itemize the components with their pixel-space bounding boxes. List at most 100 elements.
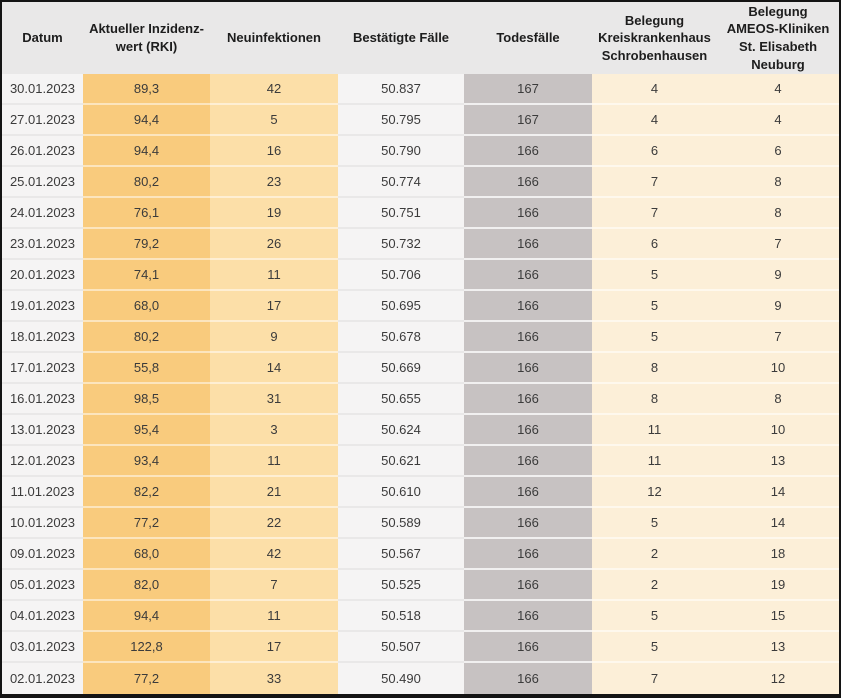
hospital-ameos-cell: 4 — [717, 105, 839, 136]
hospital-schrobenhausen-cell: 7 — [592, 198, 717, 229]
hospital-schrobenhausen-cell: 2 — [592, 539, 717, 570]
hospital-schrobenhausen-cell: 5 — [592, 260, 717, 291]
new-infections-cell: 11 — [210, 601, 338, 632]
incidence-cell: 68,0 — [83, 291, 210, 322]
new-infections-cell: 11 — [210, 446, 338, 477]
table-row: 17.01.2023 55,8 14 50.669 166 8 10 — [2, 353, 839, 384]
date-cell: 04.01.2023 — [2, 601, 83, 632]
confirmed-cases-cell: 50.567 — [338, 539, 464, 570]
column-header-inzidenzwert: Aktueller Inzidenz- wert (RKI) — [83, 2, 210, 74]
incidence-cell: 122,8 — [83, 632, 210, 663]
table-row: 02.01.2023 77,2 33 50.490 166 7 12 — [2, 663, 839, 694]
hospital-schrobenhausen-cell: 12 — [592, 477, 717, 508]
incidence-cell: 94,4 — [83, 105, 210, 136]
confirmed-cases-cell: 50.610 — [338, 477, 464, 508]
new-infections-cell: 3 — [210, 415, 338, 446]
new-infections-cell: 22 — [210, 508, 338, 539]
confirmed-cases-cell: 50.790 — [338, 136, 464, 167]
table-row: 13.01.2023 95,4 3 50.624 166 11 10 — [2, 415, 839, 446]
confirmed-cases-cell: 50.507 — [338, 632, 464, 663]
table-row: 25.01.2023 80,2 23 50.774 166 7 8 — [2, 167, 839, 198]
table-row: 10.01.2023 77,2 22 50.589 166 5 14 — [2, 508, 839, 539]
deaths-cell: 166 — [464, 415, 592, 446]
column-header-bestaetigte-faelle: Bestätigte Fälle — [338, 2, 464, 74]
hospital-ameos-cell: 14 — [717, 477, 839, 508]
new-infections-cell: 19 — [210, 198, 338, 229]
incidence-cell: 89,3 — [83, 74, 210, 105]
column-header-datum: Datum — [2, 2, 83, 74]
incidence-cell: 82,0 — [83, 570, 210, 601]
hospital-ameos-cell: 18 — [717, 539, 839, 570]
hospital-schrobenhausen-cell: 5 — [592, 291, 717, 322]
new-infections-cell: 42 — [210, 539, 338, 570]
confirmed-cases-cell: 50.751 — [338, 198, 464, 229]
column-header-belegung-kreiskrankenhaus: Belegung Kreiskrankenhaus Schrobenhausen — [592, 2, 717, 74]
date-cell: 26.01.2023 — [2, 136, 83, 167]
deaths-cell: 166 — [464, 477, 592, 508]
hospital-schrobenhausen-cell: 11 — [592, 415, 717, 446]
new-infections-cell: 33 — [210, 663, 338, 694]
confirmed-cases-cell: 50.589 — [338, 508, 464, 539]
table-row: 24.01.2023 76,1 19 50.751 166 7 8 — [2, 198, 839, 229]
confirmed-cases-cell: 50.695 — [338, 291, 464, 322]
confirmed-cases-cell: 50.669 — [338, 353, 464, 384]
new-infections-cell: 16 — [210, 136, 338, 167]
table-row: 23.01.2023 79,2 26 50.732 166 6 7 — [2, 229, 839, 260]
hospital-schrobenhausen-cell: 6 — [592, 136, 717, 167]
table-body: 30.01.2023 89,3 42 50.837 167 4 4 27.01.2023 94,… — [2, 74, 839, 694]
date-cell: 16.01.2023 — [2, 384, 83, 415]
new-infections-cell: 11 — [210, 260, 338, 291]
table-row: 05.01.2023 82,0 7 50.525 166 2 19 — [2, 570, 839, 601]
hospital-schrobenhausen-cell: 5 — [592, 632, 717, 663]
deaths-cell: 166 — [464, 353, 592, 384]
new-infections-cell: 21 — [210, 477, 338, 508]
hospital-schrobenhausen-cell: 6 — [592, 229, 717, 260]
date-cell: 02.01.2023 — [2, 663, 83, 694]
hospital-schrobenhausen-cell: 5 — [592, 322, 717, 353]
confirmed-cases-cell: 50.490 — [338, 663, 464, 694]
new-infections-cell: 9 — [210, 322, 338, 353]
hospital-ameos-cell: 15 — [717, 601, 839, 632]
deaths-cell: 167 — [464, 74, 592, 105]
table-row: 19.01.2023 68,0 17 50.695 166 5 9 — [2, 291, 839, 322]
deaths-cell: 166 — [464, 384, 592, 415]
hospital-ameos-cell: 13 — [717, 632, 839, 663]
incidence-cell: 95,4 — [83, 415, 210, 446]
confirmed-cases-cell: 50.621 — [338, 446, 464, 477]
table-row: 03.01.2023 122,8 17 50.507 166 5 13 — [2, 632, 839, 663]
incidence-cell: 79,2 — [83, 229, 210, 260]
table-row: 20.01.2023 74,1 11 50.706 166 5 9 — [2, 260, 839, 291]
hospital-ameos-cell: 13 — [717, 446, 839, 477]
deaths-cell: 166 — [464, 539, 592, 570]
incidence-cell: 76,1 — [83, 198, 210, 229]
hospital-ameos-cell: 6 — [717, 136, 839, 167]
hospital-schrobenhausen-cell: 8 — [592, 384, 717, 415]
hospital-schrobenhausen-cell: 2 — [592, 570, 717, 601]
date-cell: 20.01.2023 — [2, 260, 83, 291]
column-header-belegung-ameos: Belegung AMEOS-Kliniken St. Elisabeth Ne… — [717, 2, 839, 74]
incidence-cell: 68,0 — [83, 539, 210, 570]
deaths-cell: 166 — [464, 229, 592, 260]
date-cell: 09.01.2023 — [2, 539, 83, 570]
new-infections-cell: 23 — [210, 167, 338, 198]
new-infections-cell: 5 — [210, 105, 338, 136]
date-cell: 10.01.2023 — [2, 508, 83, 539]
hospital-ameos-cell: 10 — [717, 415, 839, 446]
table-row: 30.01.2023 89,3 42 50.837 167 4 4 — [2, 74, 839, 105]
date-cell: 13.01.2023 — [2, 415, 83, 446]
hospital-ameos-cell: 9 — [717, 291, 839, 322]
date-cell: 18.01.2023 — [2, 322, 83, 353]
incidence-cell: 98,5 — [83, 384, 210, 415]
deaths-cell: 166 — [464, 291, 592, 322]
table-row: 12.01.2023 93,4 11 50.621 166 11 13 — [2, 446, 839, 477]
date-cell: 23.01.2023 — [2, 229, 83, 260]
date-cell: 25.01.2023 — [2, 167, 83, 198]
deaths-cell: 167 — [464, 105, 592, 136]
confirmed-cases-cell: 50.525 — [338, 570, 464, 601]
incidence-cell: 55,8 — [83, 353, 210, 384]
confirmed-cases-cell: 50.795 — [338, 105, 464, 136]
confirmed-cases-cell: 50.655 — [338, 384, 464, 415]
new-infections-cell: 42 — [210, 74, 338, 105]
table-row: 16.01.2023 98,5 31 50.655 166 8 8 — [2, 384, 839, 415]
